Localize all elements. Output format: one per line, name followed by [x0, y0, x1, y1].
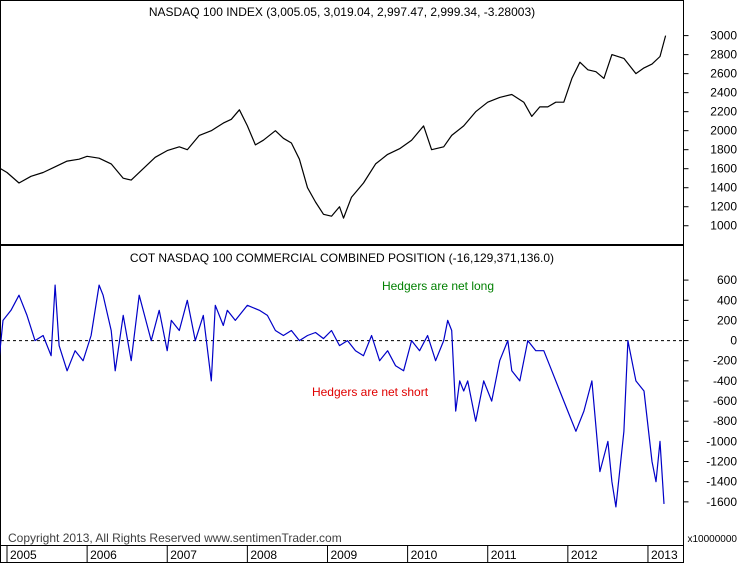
y-tick-label: 2800: [710, 48, 737, 62]
copyright-text: Copyright 2013, All Rights Reserved www.…: [8, 531, 342, 545]
y-tick-label: -1600: [706, 495, 737, 509]
y-tick-label: 1600: [710, 162, 737, 176]
cot-position-line: [0, 284, 665, 508]
y-tick-label: 400: [717, 293, 737, 307]
y-tick-label: -400: [713, 374, 737, 388]
y-tick-label: 1200: [710, 200, 737, 214]
y-tick-label: -1400: [706, 475, 737, 489]
x-axis: 2005 2006 2007 2008 2009 2010 2011 2012 2013: [6, 546, 678, 563]
y-tick-label: 2200: [710, 105, 737, 119]
x-tick-label: 2013: [651, 548, 678, 562]
x-tick-label: 2012: [571, 548, 598, 562]
y-axis-multiplier-label: x10000000: [688, 534, 738, 545]
bottom-panel-plot: 600 400 200 0 -200 -400 -600 -800 -1000 -1200 -140…: [0, 273, 737, 509]
y-tick-label: 0: [730, 334, 737, 348]
y-tick-label: 200: [717, 313, 737, 327]
x-tick-label: 2010: [411, 548, 438, 562]
annotation-net-short: Hedgers are net short: [312, 385, 429, 399]
x-tick-label: 2005: [10, 548, 37, 562]
top-panel-frame: [0, 0, 684, 245]
annotation-net-long: Hedgers are net long: [382, 279, 494, 293]
nasdaq-index-line: [0, 35, 667, 219]
top-panel-plot: 3000 2800 2600 2400 2200 2000 1800 1600 1400 1200…: [0, 29, 737, 233]
x-tick-label: 2008: [250, 548, 277, 562]
y-tick-label: 2400: [710, 86, 737, 100]
y-tick-label: 3000: [710, 29, 737, 43]
y-tick-label: -600: [713, 394, 737, 408]
x-tick-label: 2007: [170, 548, 197, 562]
y-tick-label: -1200: [706, 455, 737, 469]
y-tick-label: -200: [713, 354, 737, 368]
y-tick-label: 600: [717, 273, 737, 287]
y-tick-label: -1000: [706, 434, 737, 448]
x-tick-label: 2006: [90, 548, 117, 562]
y-tick-label: 1000: [710, 219, 737, 233]
top-chart-title: NASDAQ 100 INDEX (3,005.05, 3,019.04, 2,…: [149, 5, 535, 19]
y-tick-label: 1800: [710, 143, 737, 157]
bottom-chart-title: COT NASDAQ 100 COMMERCIAL COMBINED POSIT…: [130, 251, 554, 265]
x-tick-label: 2009: [330, 548, 357, 562]
y-tick-label: -800: [713, 414, 737, 428]
y-tick-label: 2000: [710, 124, 737, 138]
y-tick-label: 1400: [710, 181, 737, 195]
x-tick-label: 2011: [491, 548, 517, 562]
y-tick-label: 2600: [710, 67, 737, 81]
